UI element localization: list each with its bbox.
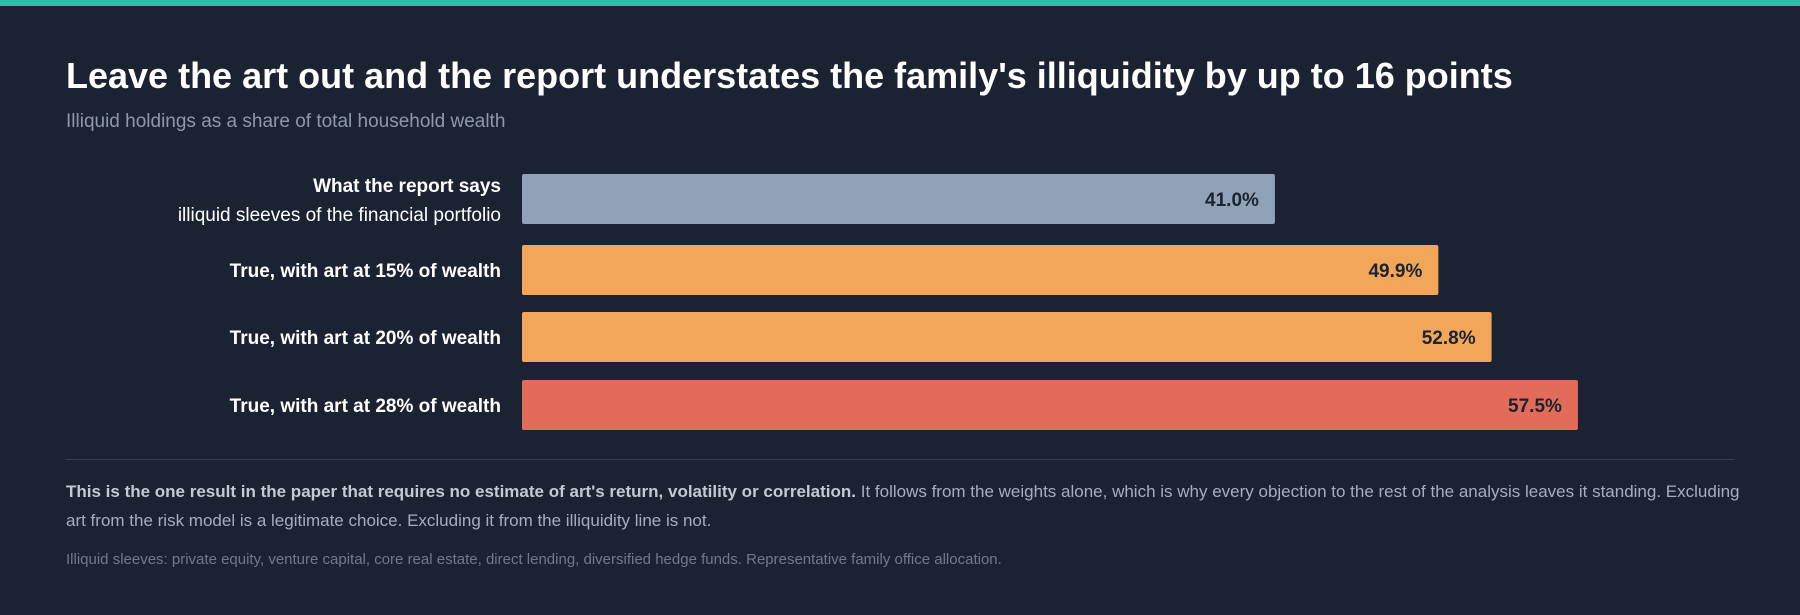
category-label-2: True, with art at 15% of wealth (230, 261, 501, 282)
category-label-4: True, with art at 28% of wealth (230, 396, 501, 417)
category-label-3: True, with art at 20% of wealth (230, 328, 501, 349)
note-text: It follows from the weights alone, which… (66, 482, 1740, 530)
note-emphasis: This is the one result in the paper that… (66, 482, 856, 501)
bar-3 (522, 312, 1492, 362)
source-note: Illiquid sleeves: private equity, ventur… (66, 551, 1002, 568)
bar-1 (522, 174, 1275, 224)
chart-title: Leave the art out and the report underst… (66, 55, 1513, 96)
divider (66, 459, 1734, 460)
bar-value-label-3: 52.8% (1422, 328, 1476, 349)
category-sublabel-1: illiquid sleeves of the financial portfo… (178, 205, 501, 226)
bar-value-label-4: 57.5% (1508, 396, 1562, 417)
bar-value-label-2: 49.9% (1368, 261, 1422, 282)
bar-chart: 41.0% What the report says illiquid sleeve… (178, 174, 1578, 430)
chart-subtitle: Illiquid holdings as a share of total ho… (66, 111, 506, 132)
bar-value-label-1: 41.0% (1205, 190, 1259, 211)
category-label-1: What the report says (313, 176, 501, 197)
chart-note: This is the one result in the paper that… (66, 477, 1746, 535)
bar-4 (522, 380, 1578, 430)
accent-stripe (0, 0, 1800, 6)
bar-2 (522, 245, 1439, 295)
